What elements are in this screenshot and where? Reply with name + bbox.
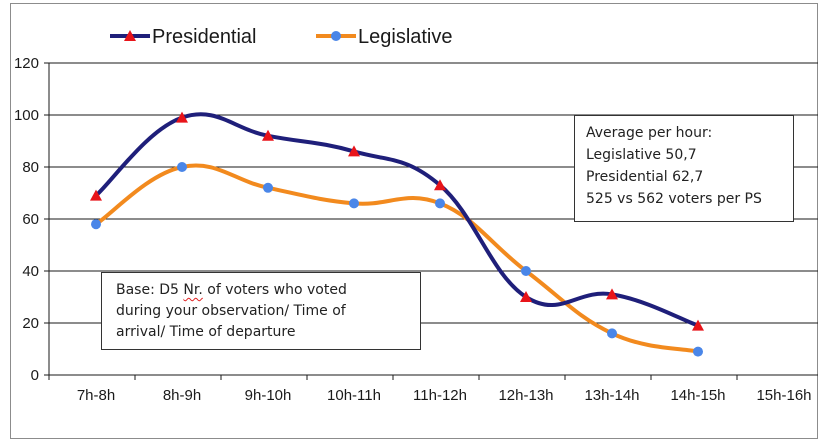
legend-marker-presidential xyxy=(124,30,136,41)
base-annotation-box: Base: D5 Nr. of voters who voted during … xyxy=(101,272,421,350)
legend-label-presidential: Presidential xyxy=(152,26,257,48)
y-tick-label: 100 xyxy=(14,107,39,124)
series-line-presidential xyxy=(94,112,699,328)
data-point-presidential xyxy=(262,129,274,141)
y-tick-label: 60 xyxy=(22,211,39,228)
average-annotation-box: Average per hour: Legislative 50,7 Presi… xyxy=(574,115,794,222)
y-tick-label: 20 xyxy=(22,315,39,332)
data-point-legislative xyxy=(521,266,531,276)
data-point-presidential xyxy=(606,288,618,300)
legend-marker-legislative xyxy=(331,31,341,41)
data-point-presidential xyxy=(90,189,102,201)
y-tick-label: 40 xyxy=(22,263,39,280)
base-line-3: arrival/ Time of departure xyxy=(116,324,296,340)
y-tick-label: 80 xyxy=(22,159,39,176)
x-tick-label: 7h-8h xyxy=(77,387,115,404)
y-tick-label: 120 xyxy=(14,55,39,72)
x-tick-label: 11h-12h xyxy=(413,387,467,404)
axes: 0 20 40 60 80 100 120 7h-8h 8h-9h 9h-10h 10h-11h 11… xyxy=(14,55,818,404)
average-title: Average per hour: xyxy=(586,125,713,141)
x-tick-label: 15h-16h xyxy=(756,387,811,404)
x-tick-label: 8h-9h xyxy=(163,387,201,404)
base-prefix: Base: D5 xyxy=(116,282,184,298)
data-point-legislative xyxy=(435,198,445,209)
x-tick-label: 14h-15h xyxy=(670,387,725,404)
series xyxy=(90,111,704,357)
base-suffix: of voters who voted xyxy=(202,282,347,298)
data-point-legislative xyxy=(607,328,617,339)
average-legislative: Legislative 50,7 xyxy=(586,147,697,163)
average-voters-per-ps: 525 vs 562 voters per PS xyxy=(586,191,762,207)
data-point-legislative xyxy=(91,219,101,230)
legend: Presidential Legislative xyxy=(110,26,453,48)
y-tick-label: 0 xyxy=(31,367,39,384)
data-point-presidential xyxy=(520,291,532,302)
x-tick-label: 12h-13h xyxy=(498,387,553,404)
base-typo-word: Nr. xyxy=(183,282,203,298)
data-point-legislative xyxy=(349,198,359,209)
base-line-2: during your observation/ Time of xyxy=(116,303,346,319)
base-line-1: Base: D5 Nr. of voters who voted xyxy=(116,280,420,301)
x-tick-label: 10h-11h xyxy=(327,387,381,404)
x-tick-label: 9h-10h xyxy=(245,387,292,404)
data-point-presidential xyxy=(692,319,704,331)
data-point-presidential xyxy=(348,145,360,157)
data-point-legislative xyxy=(177,162,187,172)
data-point-presidential xyxy=(176,111,188,123)
series-line-legislative xyxy=(94,163,699,354)
data-point-legislative xyxy=(693,346,703,357)
data-point-presidential xyxy=(434,179,446,191)
x-tick-label: 13h-14h xyxy=(584,387,639,404)
data-point-legislative xyxy=(263,182,273,193)
legend-label-legislative: Legislative xyxy=(358,26,453,48)
average-presidential: Presidential 62,7 xyxy=(586,169,704,185)
